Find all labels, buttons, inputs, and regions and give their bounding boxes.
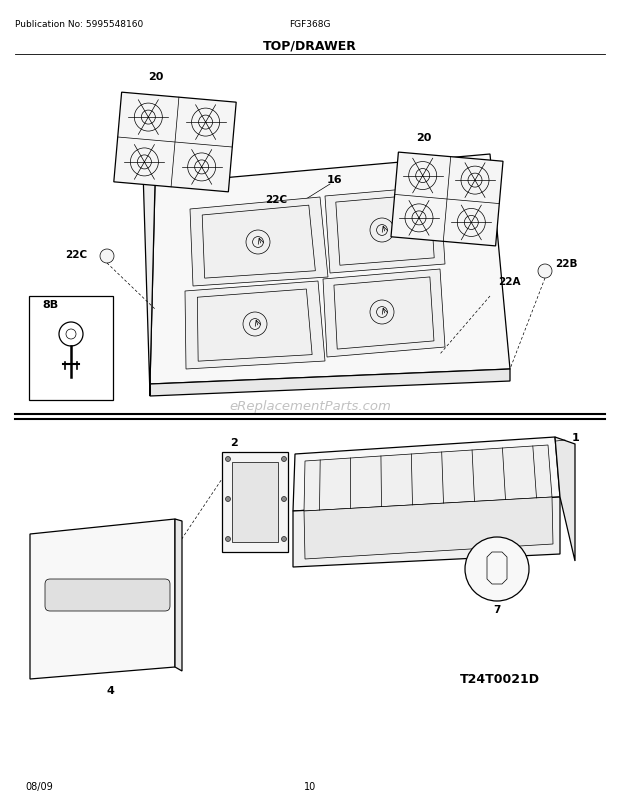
- Polygon shape: [323, 269, 445, 358]
- Polygon shape: [304, 445, 552, 512]
- Circle shape: [226, 497, 231, 502]
- Text: 4: 4: [106, 685, 114, 695]
- Text: Publication No: 5995548160: Publication No: 5995548160: [15, 20, 143, 29]
- Polygon shape: [293, 437, 560, 512]
- Polygon shape: [304, 497, 553, 559]
- Text: FGF368G: FGF368G: [290, 20, 330, 29]
- Text: T24T0021D: T24T0021D: [460, 673, 540, 686]
- Polygon shape: [143, 172, 155, 396]
- Text: 1: 1: [572, 432, 580, 443]
- Circle shape: [281, 457, 286, 462]
- Polygon shape: [150, 155, 510, 384]
- Circle shape: [465, 537, 529, 602]
- Text: 10: 10: [304, 781, 316, 791]
- Text: 22B: 22B: [555, 259, 577, 269]
- Text: 08/09: 08/09: [25, 781, 53, 791]
- Circle shape: [281, 537, 286, 542]
- Polygon shape: [555, 437, 575, 561]
- Text: 20: 20: [416, 133, 432, 143]
- Circle shape: [246, 200, 260, 214]
- Polygon shape: [150, 370, 510, 396]
- Circle shape: [226, 537, 231, 542]
- Polygon shape: [114, 93, 236, 192]
- Text: 22A: 22A: [498, 277, 521, 286]
- Text: 22C: 22C: [265, 195, 287, 205]
- FancyBboxPatch shape: [45, 579, 170, 611]
- Circle shape: [226, 457, 231, 462]
- Text: 8B: 8B: [42, 300, 58, 310]
- Polygon shape: [185, 282, 325, 370]
- Text: 7: 7: [494, 604, 501, 614]
- Text: 20: 20: [148, 72, 164, 82]
- Polygon shape: [232, 463, 278, 542]
- Circle shape: [483, 282, 497, 297]
- Text: 22C: 22C: [65, 249, 87, 260]
- Text: TOP/DRAWER: TOP/DRAWER: [263, 39, 357, 52]
- Polygon shape: [175, 520, 182, 671]
- Polygon shape: [222, 452, 288, 553]
- Text: 16: 16: [327, 175, 343, 184]
- Circle shape: [538, 265, 552, 278]
- Polygon shape: [155, 160, 210, 184]
- Circle shape: [281, 497, 286, 502]
- FancyBboxPatch shape: [29, 297, 113, 400]
- Circle shape: [100, 249, 114, 264]
- Polygon shape: [293, 497, 560, 567]
- Text: 2: 2: [230, 437, 237, 448]
- Polygon shape: [391, 153, 503, 246]
- Polygon shape: [190, 198, 328, 286]
- Text: eReplacementParts.com: eReplacementParts.com: [229, 400, 391, 413]
- Polygon shape: [325, 187, 445, 273]
- Polygon shape: [30, 520, 175, 679]
